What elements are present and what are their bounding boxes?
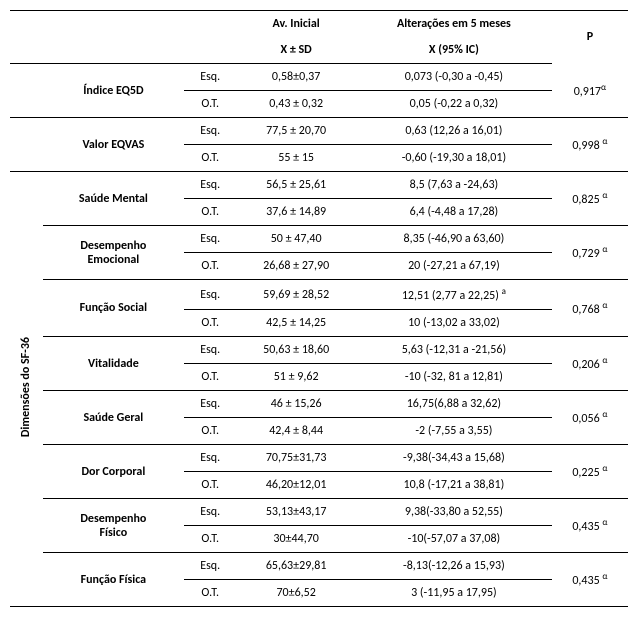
grp: Esq.	[184, 64, 236, 91]
p-value: 0,917α	[552, 64, 628, 118]
sf36-vertical-label: Dimensões do SF-36	[10, 172, 43, 607]
col-alteracoes: Alterações em 5 meses	[356, 11, 552, 38]
col-av-inicial: Av. Inicial	[236, 11, 356, 38]
stats-table: Av. Inicial Alterações em 5 meses P X ± …	[10, 10, 628, 607]
p-value: 0,998 α	[552, 118, 628, 172]
val: 0,58±0,37	[236, 64, 356, 91]
row-label-eq5d: Índice EQ5D	[43, 64, 184, 118]
row-label-eqvas: Valor EQVAS	[43, 118, 184, 172]
col-p: P	[552, 11, 628, 64]
col-xsd: X ± SD	[236, 37, 356, 64]
col-xic: X (95% IC)	[356, 37, 552, 64]
val: 0,073 (-0,30 a -0,45)	[356, 64, 552, 91]
